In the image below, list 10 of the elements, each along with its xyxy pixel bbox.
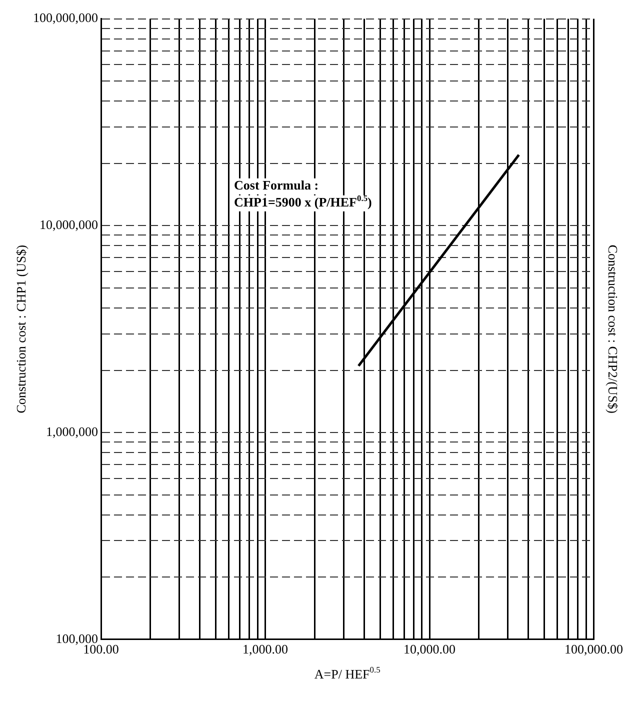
y-axis-title: Construction cost : CHP1 (US$) bbox=[13, 244, 28, 414]
y-tick-label: 1,000,000 bbox=[46, 424, 98, 439]
y-tick-label: 10,000,000 bbox=[40, 217, 98, 232]
x-tick-label: 10,000.00 bbox=[404, 642, 456, 657]
annotation: Cost Formula : bbox=[234, 178, 319, 193]
y2-axis-title: Construction cost : CHP2/(US$) bbox=[606, 244, 621, 414]
x-tick-label: 100,000.00 bbox=[564, 642, 623, 657]
y-tick-label: 100,000 bbox=[56, 630, 98, 646]
y-tick-label: 100,000,000 bbox=[33, 10, 98, 26]
x-tick-label: 1,000.00 bbox=[242, 642, 288, 657]
